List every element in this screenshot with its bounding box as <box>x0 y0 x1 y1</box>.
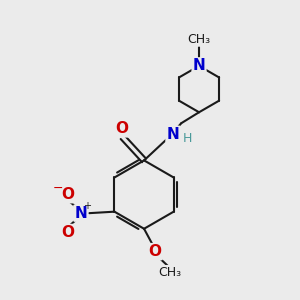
Text: O: O <box>61 225 74 240</box>
Text: N: N <box>167 127 179 142</box>
Text: N: N <box>74 206 87 221</box>
Text: −: − <box>53 182 63 195</box>
Text: O: O <box>148 244 162 259</box>
Text: N: N <box>193 58 206 74</box>
Text: CH₃: CH₃ <box>188 33 211 46</box>
Text: +: + <box>83 201 92 211</box>
Text: O: O <box>61 187 74 202</box>
Text: O: O <box>116 122 129 136</box>
Text: CH₃: CH₃ <box>158 266 181 279</box>
Text: H: H <box>183 132 192 145</box>
